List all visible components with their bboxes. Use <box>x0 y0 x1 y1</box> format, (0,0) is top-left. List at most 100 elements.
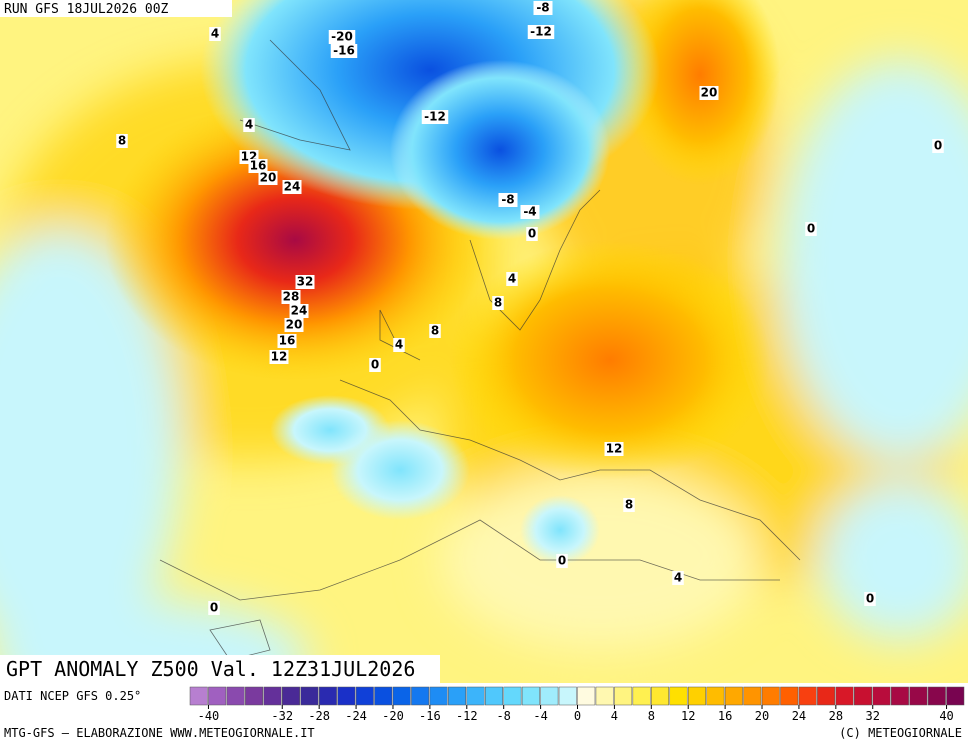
contour-label: 16 <box>250 159 267 173</box>
colorbar-swatch <box>890 686 909 706</box>
contour-label: 12 <box>271 350 288 364</box>
contour-label: -8 <box>536 1 549 15</box>
contour-label-box <box>527 25 555 39</box>
contour-label-box <box>932 139 944 153</box>
colorbar-tick-label: 28 <box>829 709 843 723</box>
contour-label-box <box>328 30 356 44</box>
colorbar-tick-label: -12 <box>456 709 478 723</box>
contour-label-box <box>805 222 817 236</box>
colorbar-swatch <box>743 686 762 706</box>
contour-label-box <box>498 193 518 207</box>
contour-label-box <box>672 571 684 585</box>
map-field <box>0 0 968 720</box>
contour-label-box <box>289 304 309 318</box>
colorbar-swatch <box>724 686 743 706</box>
contour-label-box <box>604 442 624 456</box>
contour-label-box <box>533 1 553 15</box>
contour-label-box <box>864 592 876 606</box>
contour-label: 20 <box>260 171 277 185</box>
contour-label: 0 <box>558 554 566 568</box>
contour-label-box <box>208 601 220 615</box>
colorbar-swatch <box>448 686 467 706</box>
contour-label: 4 <box>395 338 403 352</box>
contour-label-box <box>556 554 568 568</box>
contour-label-box <box>492 296 504 310</box>
contour-label: 0 <box>210 601 218 615</box>
contour-label: 8 <box>118 134 126 148</box>
colorbar-swatch <box>780 686 799 706</box>
colorbar-tick-label: -4 <box>533 709 547 723</box>
contour-label: 0 <box>866 592 874 606</box>
contour-label: 24 <box>284 180 301 194</box>
colorbar-swatch <box>300 686 319 706</box>
colorbar-tick-label: 8 <box>648 709 655 723</box>
colorbar-swatch <box>208 686 227 706</box>
contour-label: -4 <box>523 205 536 219</box>
title-box <box>0 655 440 683</box>
colorbar-swatch <box>540 686 559 706</box>
contour-label: 8 <box>494 296 502 310</box>
contour-label: 4 <box>245 118 253 132</box>
contour-label-box <box>116 134 128 148</box>
colorbar-tick-label: 4 <box>611 709 618 723</box>
contour-label: 8 <box>431 324 439 338</box>
colorbar-swatch <box>577 686 596 706</box>
contour-label: -8 <box>501 193 514 207</box>
contour-label: 28 <box>283 290 300 304</box>
contour-label: -12 <box>424 110 446 124</box>
colorbar-swatch <box>226 686 245 706</box>
contour-label-box <box>284 318 304 332</box>
colorbar-swatch <box>282 686 300 706</box>
colorbar-swatch <box>263 686 282 706</box>
contour-label-box <box>330 44 358 58</box>
colorbar-swatch <box>651 686 670 706</box>
colorbar-tick-label: -20 <box>382 709 404 723</box>
colorbar-swatch <box>484 686 503 706</box>
contour-label: 0 <box>371 358 379 372</box>
contour-label: 0 <box>934 139 942 153</box>
contour-label-box <box>393 338 405 352</box>
contour-label-box <box>526 227 538 241</box>
colorbar-swatch <box>411 686 430 706</box>
contour-label: 4 <box>508 272 516 286</box>
colorbar-swatch <box>355 686 374 706</box>
contour-label-box <box>506 272 518 286</box>
colorbar-tick-label: 20 <box>755 709 769 723</box>
colorbar-tick-label: 40 <box>939 709 953 723</box>
colorbar-swatch <box>392 686 411 706</box>
contour-label: 20 <box>286 318 303 332</box>
colorbar-tick-label: 32 <box>866 709 880 723</box>
colorbar-tick-label: -8 <box>496 709 510 723</box>
contour-label-box <box>258 171 278 185</box>
colorbar-swatch <box>872 686 891 706</box>
contour-label-box <box>243 118 255 132</box>
colorbar-swatch <box>189 686 208 706</box>
contour-label-box <box>623 498 635 512</box>
contour-label: -12 <box>530 25 552 39</box>
contour-label: 8 <box>625 498 633 512</box>
contour-label: 4 <box>674 571 682 585</box>
contour-label-box <box>277 334 297 348</box>
colorbar-swatch <box>854 686 872 706</box>
colorbar-tick-label: 12 <box>681 709 695 723</box>
contour-label: 0 <box>528 227 536 241</box>
contour-label: 16 <box>279 334 296 348</box>
colorbar-swatch <box>558 686 577 706</box>
colorbar-swatch <box>706 686 725 706</box>
contour-label-box <box>269 350 289 364</box>
contour-label: 0 <box>807 222 815 236</box>
colorbar-tick-label: -40 <box>198 709 220 723</box>
colorbar-swatch <box>466 686 485 706</box>
colorbar-tick-label: -32 <box>271 709 293 723</box>
contour-label-box <box>429 324 441 338</box>
colorbar-source: DATI NCEP GFS 0.25° <box>4 689 141 703</box>
colorbar-swatch <box>946 686 965 706</box>
colorbar-swatch <box>245 686 264 706</box>
contour-label-box <box>282 180 302 194</box>
contour-label-box <box>520 205 540 219</box>
colorbar-swatch <box>632 686 651 706</box>
colorbar-swatch <box>595 686 614 706</box>
contour-label: -20 <box>331 30 353 44</box>
contour-label-box <box>248 159 268 173</box>
